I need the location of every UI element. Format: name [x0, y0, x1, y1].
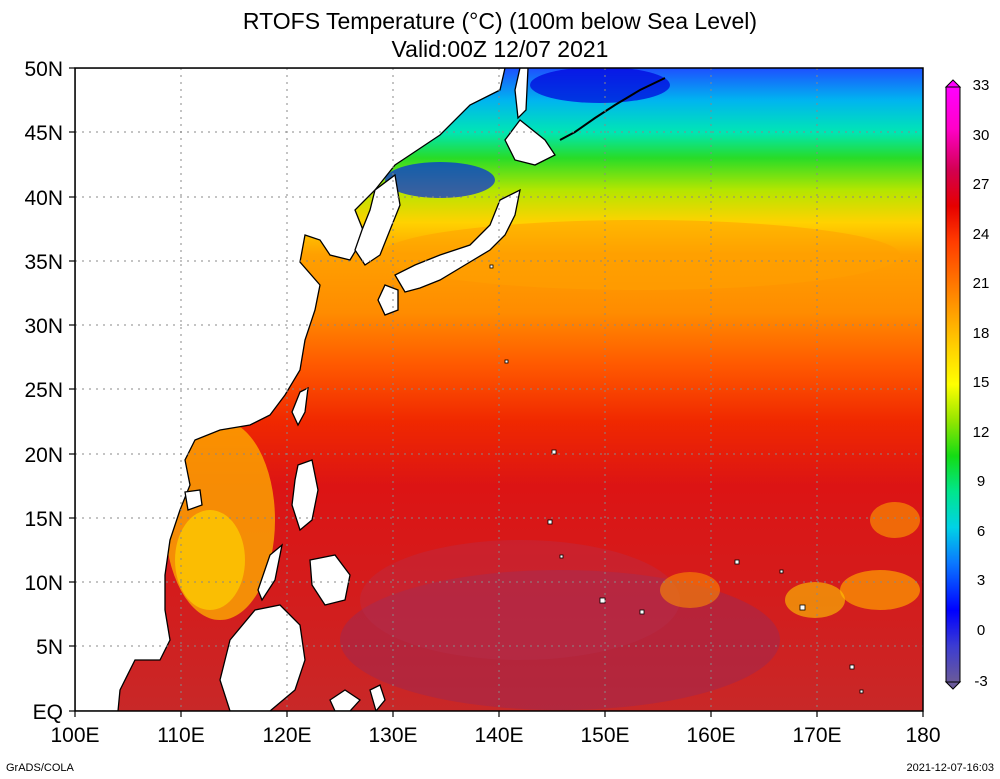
footer-timestamp: 2021-12-07-16:03 [906, 762, 994, 774]
y-tick-label: 15N [24, 508, 63, 531]
colorbar [944, 79, 962, 690]
x-tick-label: 170E [792, 724, 841, 747]
colorbar-label: 24 [973, 226, 990, 243]
sulawesi [329, 689, 361, 711]
japan-hokkaido [504, 119, 556, 166]
asia-mainland [75, 68, 506, 711]
y-tick-label: 25N [24, 379, 63, 402]
colorbar-label: 33 [973, 77, 990, 94]
y-tick-label: 30N [24, 315, 63, 338]
hainan [184, 489, 203, 511]
colorbar-label: 9 [977, 473, 985, 490]
footer-credit: GrADS/COLA [6, 762, 74, 774]
halmahera [369, 684, 386, 711]
y-tick-label: 35N [24, 251, 63, 274]
colorbar-label: 15 [973, 374, 990, 391]
mindanao [309, 554, 351, 606]
map-title-line2: Valid:00Z 12/07 2021 [391, 36, 609, 62]
colorbar-top-arrow [944, 79, 962, 88]
borneo [219, 604, 306, 711]
colorbar-bar [945, 86, 961, 683]
colorbar-label: -3 [974, 673, 987, 690]
colorbar-label: 12 [973, 424, 990, 441]
y-tick-label: 40N [24, 187, 63, 210]
x-tick-label: 110E [157, 724, 205, 747]
y-tick-label: 50N [24, 58, 63, 81]
x-tick-label: 120E [262, 724, 311, 747]
colorbar-label: 30 [973, 127, 990, 144]
japan-honshu [394, 188, 521, 293]
colorbar-labels: 33 30 27 24 21 18 15 12 9 6 3 0 -3 [973, 77, 990, 690]
colorbar-label: 18 [973, 325, 990, 342]
colorbar-bottom-arrow [944, 681, 962, 690]
grid-lines [75, 68, 923, 711]
land-masses [75, 68, 666, 711]
x-axis-labels: 100E 110E 120E 130E 140E 150E 160E 170E … [50, 724, 940, 747]
y-tick-label: 45N [24, 122, 63, 145]
pacific-islands [489, 264, 864, 694]
x-tick-label: 130E [368, 724, 417, 747]
palawan [257, 543, 283, 602]
y-axis-labels: EQ 5N 10N 15N 20N 25N 30N 35N 40N 45N 50… [24, 58, 63, 724]
colorbar-label: 3 [977, 572, 985, 589]
tick-marks [69, 67, 924, 717]
colorbar-label: 0 [977, 622, 985, 639]
x-tick-label: 150E [580, 724, 629, 747]
y-tick-label: 5N [36, 636, 63, 659]
x-tick-label: 100E [50, 724, 99, 747]
x-tick-label: 180 [905, 724, 940, 747]
x-tick-label: 140E [474, 724, 523, 747]
y-tick-label: 10N [24, 572, 63, 595]
map-title-line1: RTOFS Temperature (°C) (100m below Sea L… [242, 8, 758, 34]
colorbar-label: 6 [977, 523, 985, 540]
colorbar-label: 27 [973, 176, 990, 193]
luzon [291, 459, 319, 532]
y-tick-label: EQ [33, 701, 63, 724]
y-tick-label: 20N [24, 444, 63, 467]
korea [354, 173, 401, 266]
colorbar-label: 21 [973, 275, 990, 292]
x-tick-label: 160E [686, 724, 735, 747]
sakhalin [514, 68, 529, 120]
